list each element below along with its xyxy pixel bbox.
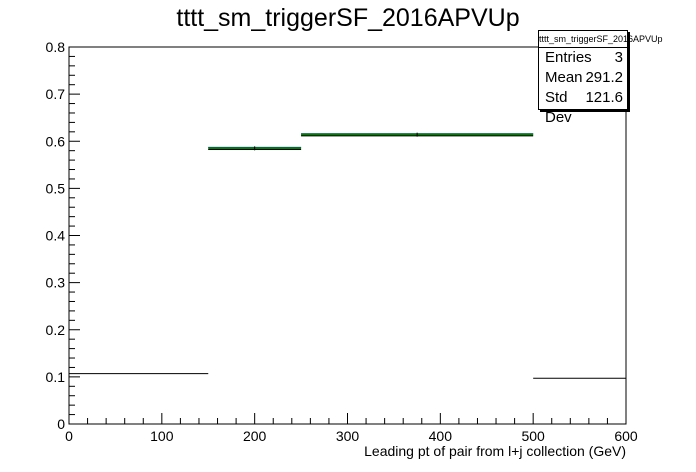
- y-tick-label: 0.6: [46, 133, 66, 149]
- stats-value: 291.2: [585, 69, 623, 86]
- stats-value: 121.6: [585, 89, 623, 106]
- x-axis-label: Leading pt of pair from l+j collection (…: [364, 443, 626, 459]
- x-tick-label: 100: [150, 428, 174, 444]
- stats-box-title: tttt_sm_triggerSF_2016APVUp: [539, 31, 663, 48]
- y-tick-label: 0.5: [46, 180, 66, 196]
- x-tick-label: 400: [429, 428, 453, 444]
- x-tick-label: 600: [614, 428, 638, 444]
- y-tick-label: 0.2: [46, 322, 66, 338]
- stats-value: 3: [614, 49, 623, 66]
- x-tick-label: 200: [243, 428, 267, 444]
- x-tick-label: 500: [521, 428, 545, 444]
- y-tick-label: 0.1: [46, 369, 66, 385]
- chart-title: tttt_sm_triggerSF_2016APVUp: [176, 4, 520, 32]
- stats-box: tttt_sm_triggerSF_2016APVUp Entries 3 Me…: [538, 30, 663, 126]
- stats-label: Std Dev: [545, 89, 572, 126]
- stats-label: Entries: [545, 49, 592, 66]
- y-tick-label: 0.3: [46, 275, 66, 291]
- stats-row-stddev: Std Dev 121.6: [539, 88, 627, 126]
- stats-label: Mean: [545, 69, 583, 86]
- y-tick-label: 0.7: [46, 86, 66, 102]
- stats-row-entries: Entries 3: [539, 48, 627, 68]
- y-tick-label: 0.8: [46, 39, 66, 55]
- x-tick-label: 300: [336, 428, 360, 444]
- stats-row-mean: Mean 291.2: [539, 68, 627, 88]
- y-tick-label: 0.4: [46, 228, 66, 244]
- x-tick-label: 0: [65, 428, 73, 444]
- y-tick-label: 0: [57, 416, 65, 432]
